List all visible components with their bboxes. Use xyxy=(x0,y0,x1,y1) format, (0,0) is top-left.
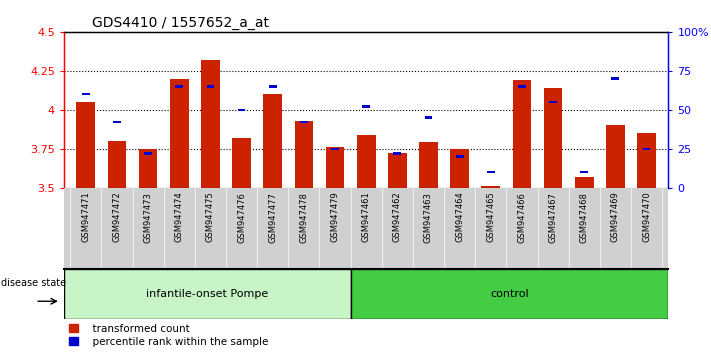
Text: disease state: disease state xyxy=(1,278,66,288)
Bar xyxy=(393,152,401,154)
Bar xyxy=(144,152,152,154)
Text: infantile-onset Pompe: infantile-onset Pompe xyxy=(146,289,269,299)
Text: GSM947461: GSM947461 xyxy=(362,192,370,242)
Bar xyxy=(64,269,351,319)
Text: GSM947465: GSM947465 xyxy=(486,192,496,242)
Bar xyxy=(82,93,90,95)
Text: GSM947477: GSM947477 xyxy=(268,192,277,242)
Bar xyxy=(544,88,562,188)
Text: GSM947476: GSM947476 xyxy=(237,192,246,242)
Text: GSM947466: GSM947466 xyxy=(518,192,526,242)
Bar xyxy=(269,85,277,87)
Bar xyxy=(363,105,370,108)
Bar xyxy=(206,85,214,87)
Bar xyxy=(170,79,188,188)
Bar xyxy=(326,147,344,188)
Bar xyxy=(113,121,121,124)
Bar xyxy=(518,85,526,87)
Text: GSM947479: GSM947479 xyxy=(331,192,340,242)
Text: GSM947478: GSM947478 xyxy=(299,192,309,242)
Bar xyxy=(487,171,495,173)
Bar xyxy=(300,121,308,124)
Bar xyxy=(176,85,183,87)
Text: GSM947474: GSM947474 xyxy=(175,192,183,242)
Text: GSM947468: GSM947468 xyxy=(579,192,589,242)
Legend:   transformed count,   percentile rank within the sample: transformed count, percentile rank withi… xyxy=(69,324,268,347)
Text: GSM947463: GSM947463 xyxy=(424,192,433,242)
Bar xyxy=(107,141,127,188)
Bar xyxy=(549,101,557,103)
Bar xyxy=(351,269,668,319)
Bar xyxy=(232,138,251,188)
Bar xyxy=(637,133,656,188)
Bar xyxy=(481,186,500,188)
Bar xyxy=(611,78,619,80)
Text: GSM947470: GSM947470 xyxy=(642,192,651,242)
Bar xyxy=(575,177,594,188)
Bar xyxy=(237,109,245,111)
Text: GSM947469: GSM947469 xyxy=(611,192,620,242)
Bar xyxy=(201,60,220,188)
Bar xyxy=(419,142,438,188)
Bar xyxy=(77,102,95,188)
Text: GDS4410 / 1557652_a_at: GDS4410 / 1557652_a_at xyxy=(92,16,269,30)
Text: control: control xyxy=(490,289,529,299)
Bar xyxy=(294,121,314,188)
Bar xyxy=(263,94,282,188)
Bar xyxy=(456,155,464,158)
Bar xyxy=(139,149,157,188)
Bar xyxy=(606,125,625,188)
Bar xyxy=(450,149,469,188)
Text: GSM947464: GSM947464 xyxy=(455,192,464,242)
Bar xyxy=(424,116,432,119)
Bar xyxy=(643,148,651,150)
Bar xyxy=(331,148,339,150)
Text: GSM947462: GSM947462 xyxy=(392,192,402,242)
Bar xyxy=(388,153,407,188)
Text: GSM947471: GSM947471 xyxy=(81,192,90,242)
Bar xyxy=(513,80,531,188)
Text: GSM947473: GSM947473 xyxy=(144,192,153,242)
Text: GSM947467: GSM947467 xyxy=(549,192,557,242)
Text: GSM947472: GSM947472 xyxy=(112,192,122,242)
Bar xyxy=(357,135,375,188)
Bar xyxy=(580,171,588,173)
Text: GSM947475: GSM947475 xyxy=(206,192,215,242)
